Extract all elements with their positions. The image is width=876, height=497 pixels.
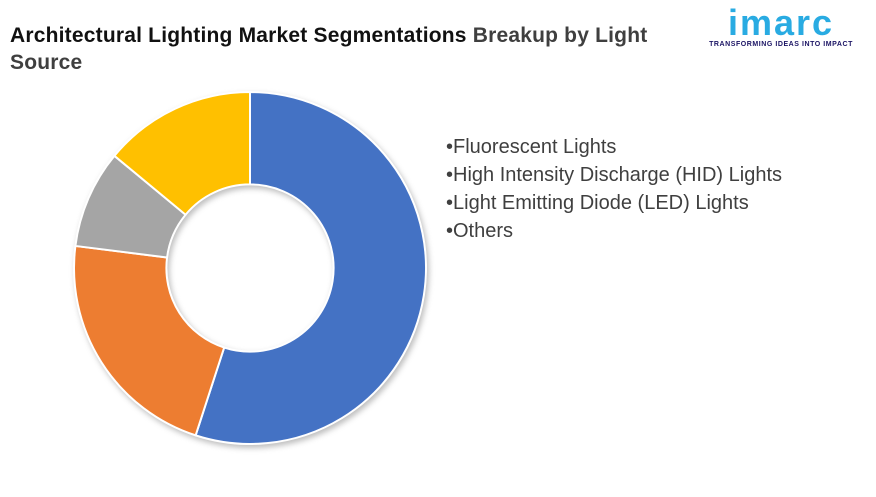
legend-item: •Others xyxy=(446,220,514,242)
donut-chart xyxy=(73,91,427,445)
chart-legend: •Fluorescent Lights •High Intensity Disch… xyxy=(446,133,782,245)
title-secondary: Breakup by Light Source xyxy=(10,24,648,74)
legend-item: •Fluorescent Lights xyxy=(446,136,617,158)
legend-item: •High Intensity Discharge (HID) Lights xyxy=(446,164,783,186)
donut-slice-4 xyxy=(113,91,251,216)
donut-slice-2 xyxy=(73,244,226,437)
imarc-logo-wordmark: imarc xyxy=(727,2,835,43)
page-title: Architectural Lighting Market Segmentati… xyxy=(10,22,650,76)
title-primary: Architectural Lighting Market Segmentati… xyxy=(10,24,467,47)
legend-item: •Light Emitting Diode (LED) Lights xyxy=(446,192,749,214)
imarc-logo: imarc TRANSFORMING IDEAS INTO IMPACT xyxy=(706,2,856,49)
donut-slice-1 xyxy=(194,91,427,445)
imarc-logo-tagline: TRANSFORMING IDEAS INTO IMPACT xyxy=(709,41,853,48)
